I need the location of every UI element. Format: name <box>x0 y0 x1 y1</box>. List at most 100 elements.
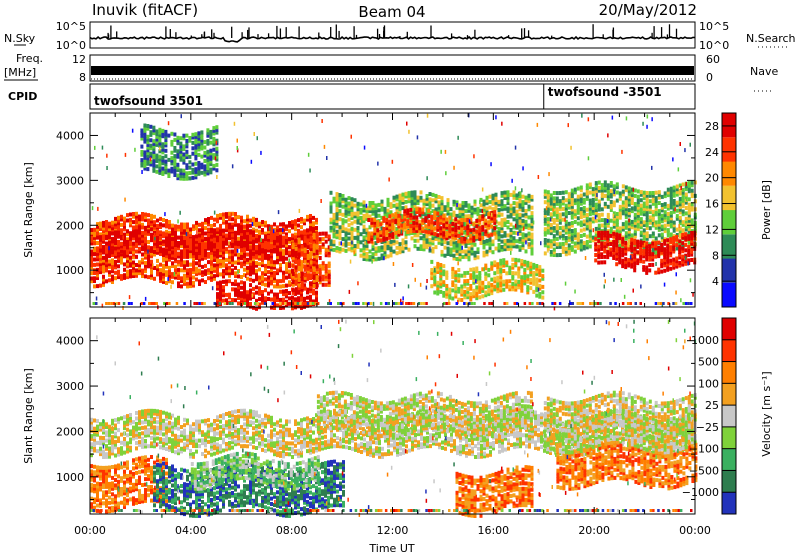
echo-cell <box>353 252 357 257</box>
echo-cell <box>475 288 479 293</box>
echo-cell <box>430 215 434 219</box>
echo-cell <box>291 253 295 258</box>
echo-cell <box>597 255 601 260</box>
echo-cell <box>672 185 676 190</box>
echo-cell <box>168 247 171 251</box>
echo-cell <box>478 218 482 222</box>
echo-cell <box>149 159 153 164</box>
echo-cell <box>158 160 162 165</box>
echo-cell <box>228 260 231 265</box>
echo-cell <box>555 191 559 196</box>
echo-cell <box>267 224 270 229</box>
echo-cell <box>439 226 443 231</box>
echo-cell <box>173 164 177 169</box>
echo-cell <box>630 201 634 205</box>
echo-cell <box>579 228 583 233</box>
echo-cell <box>511 284 515 289</box>
echo-cell <box>297 243 301 247</box>
echo-cell <box>526 266 530 271</box>
echo-cell <box>150 224 153 229</box>
echo-cell <box>374 249 378 254</box>
echo-cell <box>170 142 174 147</box>
echo-cell <box>654 270 658 275</box>
echo-cell <box>315 298 318 303</box>
echo-cell <box>618 257 622 262</box>
echo-cell <box>93 257 96 262</box>
echo-cell <box>401 195 405 200</box>
echo-cell <box>594 247 598 252</box>
echo-cell <box>249 264 252 269</box>
echo-cell <box>228 217 231 222</box>
echo-cell <box>261 260 264 265</box>
echo-cell <box>149 138 153 143</box>
echo-cell <box>170 158 174 163</box>
echo-cell <box>270 254 273 259</box>
echo-cell <box>636 208 640 213</box>
echo-cell <box>165 224 168 229</box>
echo-cell <box>362 254 366 259</box>
echo-cell <box>535 264 539 268</box>
echo-cell <box>388 227 392 232</box>
echo-cell <box>672 228 676 233</box>
echo-cell <box>434 218 438 223</box>
echo-cell <box>306 258 310 263</box>
echo-cell <box>228 230 231 235</box>
echo-cell <box>300 305 303 310</box>
echo-cell <box>555 212 559 217</box>
echo-cell <box>167 168 171 173</box>
echo-cell <box>315 293 318 298</box>
echo-cell <box>663 241 667 246</box>
echo-cell <box>461 249 465 254</box>
echo-cell <box>413 201 417 206</box>
echo-cell <box>249 283 252 288</box>
echo-cell <box>111 228 114 233</box>
echo-cell <box>155 129 159 134</box>
echo-cell <box>530 235 534 240</box>
echo-cell <box>651 220 655 225</box>
echo-cell <box>252 233 255 237</box>
echo-cell <box>684 227 688 232</box>
echo-cell <box>231 298 234 302</box>
echo-cell <box>210 267 213 272</box>
echo-cell <box>549 196 553 201</box>
echo-cell <box>294 235 297 240</box>
echo-cell <box>482 240 486 244</box>
echo-cell <box>373 217 377 222</box>
echo-cell <box>383 212 387 217</box>
echo-cell <box>240 285 243 290</box>
echo-cell <box>213 236 216 241</box>
echo-cell <box>512 230 516 235</box>
echo-cell <box>469 233 473 238</box>
echo-cell <box>624 231 628 236</box>
echo-cell <box>606 194 610 199</box>
echo-cell <box>558 212 562 217</box>
echo-cell <box>576 232 580 237</box>
echo-cell <box>555 218 559 223</box>
echo-cell <box>624 251 628 256</box>
echo-cell <box>249 240 252 244</box>
echo-cell <box>642 206 646 211</box>
echo-cell <box>675 208 679 213</box>
echo-cell <box>425 196 429 201</box>
echo-cell <box>164 132 168 137</box>
echo-cell <box>132 212 135 216</box>
echo-cell <box>222 250 225 255</box>
echo-cell <box>252 254 255 259</box>
echo-cell <box>505 260 509 265</box>
echo-cell <box>90 236 93 240</box>
echo-cell <box>303 286 307 291</box>
echo-cell <box>445 236 449 241</box>
echo-cell <box>225 298 228 303</box>
echo-cell <box>430 284 434 289</box>
echo-cell <box>138 236 141 241</box>
echo-cell <box>252 241 255 246</box>
echo-cell <box>174 229 177 234</box>
echo-cell <box>573 211 577 216</box>
echo-cell <box>496 270 500 275</box>
echo-cell <box>660 194 664 199</box>
echo-cell <box>585 186 589 191</box>
echo-cell <box>288 253 291 258</box>
echo-cell <box>585 207 589 212</box>
echo-cell <box>451 296 455 301</box>
echo-cell <box>455 246 459 251</box>
